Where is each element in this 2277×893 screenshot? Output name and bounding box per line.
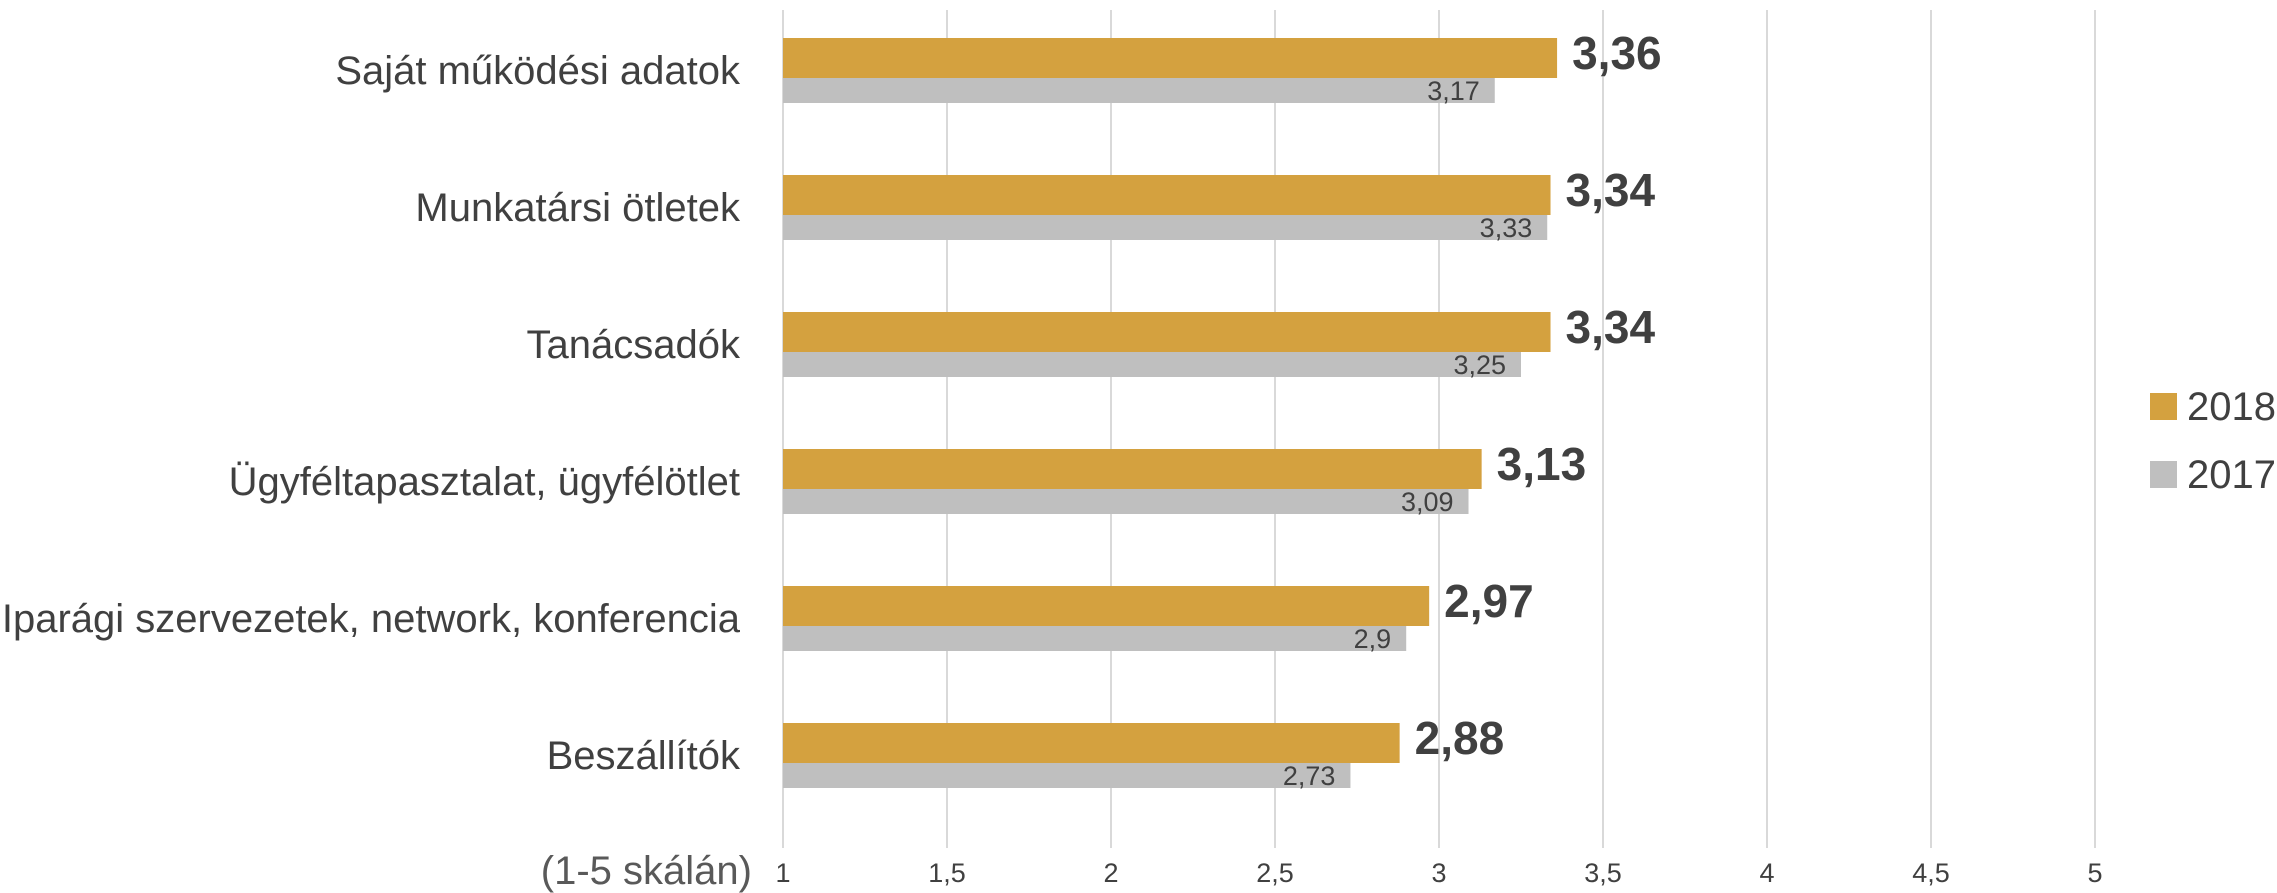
data-label-2017: 3,25: [1453, 350, 1506, 380]
category-labels: Saját működési adatok Munkatársi ötletek T…: [2, 49, 741, 778]
x-tick-label: 5: [2087, 858, 2102, 888]
x-tick-label: 3: [1431, 858, 1446, 888]
bar-2017: [783, 215, 1548, 240]
bar-2017: [783, 78, 1495, 103]
data-label-2018: 3,13: [1497, 438, 1587, 490]
x-tick-label: 4: [1759, 858, 1774, 888]
bar-2018: [783, 449, 1482, 489]
data-label-2017: 3,33: [1480, 213, 1533, 243]
legend-swatch: [2150, 393, 2177, 420]
bar-2018: [783, 175, 1551, 215]
x-axis-tick-labels: 1 1,5 2 2,5 3 3,5 4 4,5 5: [775, 858, 2102, 888]
legend: 2018 2017: [2150, 385, 2276, 497]
gridlines: [782, 10, 2096, 848]
legend-label: 2018: [2187, 385, 2276, 429]
legend-label: 2017: [2187, 453, 2276, 497]
x-tick-label: 1: [775, 858, 790, 888]
data-labels: 3,36 3,17 3,34 3,33 3,34 3,25 3,13 3,09 2,97 2,9 2…: [1283, 27, 1662, 791]
category-label: Ügyféltapasztalat, ügyfélötlet: [229, 460, 740, 504]
data-label-2018: 2,88: [1415, 712, 1505, 764]
category-label: Iparági szervezetek, network, konferenci…: [2, 597, 741, 641]
bars: [783, 38, 1558, 788]
x-tick-label: 1,5: [928, 858, 966, 888]
data-label-2018: 3,34: [1566, 301, 1656, 353]
bar-2018: [783, 723, 1400, 763]
axis-scale-note: (1-5 skálán): [541, 849, 752, 893]
data-label-2018: 3,36: [1572, 27, 1662, 79]
category-label: Saját működési adatok: [335, 49, 741, 93]
x-tick-label: 2: [1103, 858, 1118, 888]
bar-2017: [783, 626, 1407, 651]
bar-2018: [783, 38, 1558, 78]
legend-swatch: [2150, 461, 2177, 488]
data-label-2017: 3,09: [1401, 487, 1454, 517]
bar-2018: [783, 586, 1430, 626]
data-label-2018: 3,34: [1566, 164, 1656, 216]
bar-2017: [783, 763, 1351, 788]
data-label-2017: 2,9: [1354, 624, 1392, 654]
category-label: Munkatársi ötletek: [415, 186, 741, 230]
data-label-2018: 2,97: [1444, 575, 1534, 627]
x-tick-label: 4,5: [1912, 858, 1950, 888]
x-tick-label: 3,5: [1584, 858, 1622, 888]
data-label-2017: 3,17: [1427, 76, 1480, 106]
bar-2018: [783, 312, 1551, 352]
x-tick-label: 2,5: [1256, 858, 1294, 888]
bar-2017: [783, 489, 1469, 514]
category-label: Tanácsadók: [527, 323, 741, 367]
bar-2017: [783, 352, 1521, 377]
data-label-2017: 2,73: [1283, 761, 1336, 791]
category-label: Beszállítók: [547, 734, 741, 778]
